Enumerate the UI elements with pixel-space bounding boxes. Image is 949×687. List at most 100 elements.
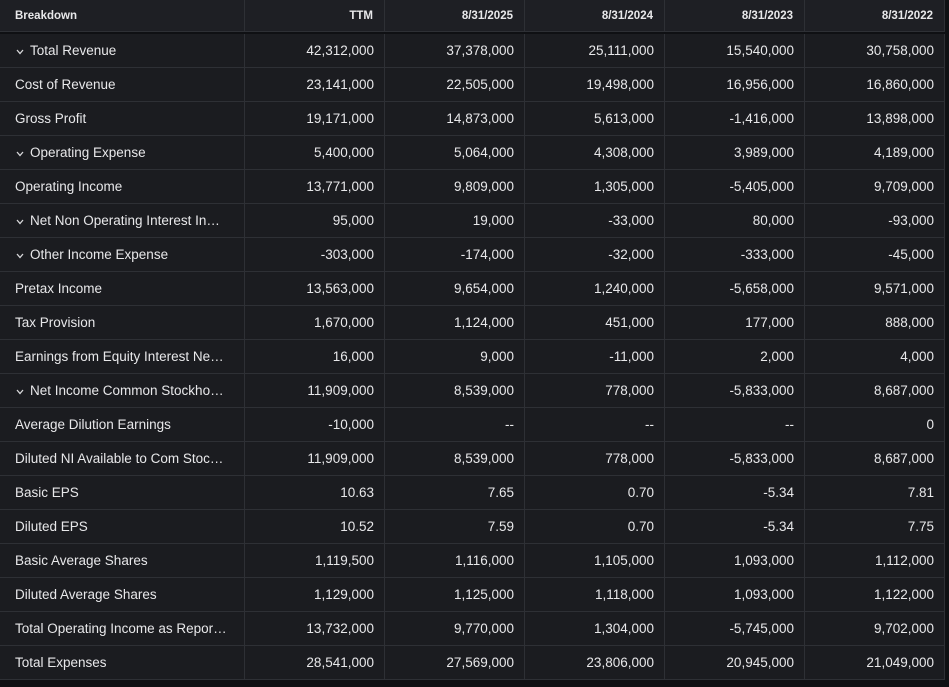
value-cell: 9,702,000 <box>805 612 945 646</box>
value-cell: 9,571,000 <box>805 272 945 306</box>
value-cell: 1,305,000 <box>525 170 665 204</box>
row-label-text: Cost of Revenue <box>15 77 116 92</box>
value-cell-text: 3,989,000 <box>733 145 794 160</box>
value-cell: 1,122,000 <box>805 578 945 612</box>
row-label: Total Expenses <box>0 646 245 680</box>
value-cell-text: 28,541,000 <box>306 655 374 670</box>
value-cell-text: 1,093,000 <box>733 587 794 602</box>
value-cell-text: 1,118,000 <box>594 587 654 602</box>
value-cell-text: -174,000 <box>460 247 514 262</box>
row-label-text: Basic EPS <box>15 485 79 500</box>
value-cell-text: 4,308,000 <box>593 145 654 160</box>
column-header-text: 8/31/2023 <box>741 9 793 22</box>
expand-chevron[interactable] <box>16 253 24 260</box>
value-cell: 1,105,000 <box>525 544 665 578</box>
value-cell-text: 11,909,000 <box>307 383 374 398</box>
value-cell-text: -- <box>505 417 514 432</box>
value-cell: -5.34 <box>665 476 805 510</box>
value-cell-text: 25,111,000 <box>588 43 654 58</box>
row-label-text: Average Dilution Earnings <box>15 417 171 432</box>
value-cell: 451,000 <box>525 306 665 340</box>
value-cell-text: 13,771,000 <box>306 179 374 194</box>
row-label-text: Diluted Average Shares <box>15 587 157 602</box>
value-cell-text: 9,709,000 <box>873 179 934 194</box>
value-cell: -93,000 <box>805 204 945 238</box>
value-cell: 23,141,000 <box>245 68 385 102</box>
expand-chevron[interactable] <box>16 219 24 226</box>
value-cell: 7.75 <box>805 510 945 544</box>
value-cell: -5,658,000 <box>665 272 805 306</box>
value-cell-text: 9,702,000 <box>873 621 934 636</box>
value-cell-text: 1,670,000 <box>313 315 374 330</box>
value-cell: 19,000 <box>385 204 525 238</box>
value-cell-text: 4,000 <box>900 349 934 364</box>
row-label[interactable]: Total Revenue <box>0 34 245 68</box>
value-cell-text: 7.75 <box>907 519 934 534</box>
value-cell-text: 9,571,000 <box>873 281 934 296</box>
value-cell-text: 30,758,000 <box>866 43 934 58</box>
value-cell-text: -33,000 <box>608 213 654 228</box>
value-cell-text: 37,378,000 <box>446 43 514 58</box>
value-cell: 8,687,000 <box>805 442 945 476</box>
row-label-text: Operating Income <box>15 179 123 194</box>
row-label[interactable]: Other Income Expense <box>0 238 245 272</box>
value-cell-text: 177,000 <box>745 315 794 330</box>
value-cell-text: 20,945,000 <box>726 655 794 670</box>
value-cell: 778,000 <box>525 442 665 476</box>
row-label-text: Other Income Expense <box>30 247 169 262</box>
value-cell: 27,569,000 <box>385 646 525 680</box>
row-label-text: Diluted NI Available to Com Stoc… <box>15 451 224 466</box>
value-cell-text: 5,400,000 <box>313 145 374 160</box>
value-cell-text: 19,498,000 <box>586 77 654 92</box>
row-label-text: Net Non Operating Interest In… <box>30 213 220 228</box>
value-cell-text: -5.34 <box>763 485 794 500</box>
value-cell-text: 16,956,000 <box>726 77 794 92</box>
row-label[interactable]: Operating Expense <box>0 136 245 170</box>
value-cell: 7.81 <box>805 476 945 510</box>
row-label-text: Total Revenue <box>30 43 117 58</box>
row-label[interactable]: Net Non Operating Interest In… <box>0 204 245 238</box>
value-cell-text: -5.34 <box>763 519 794 534</box>
value-cell: -1,416,000 <box>665 102 805 136</box>
value-cell-text: 888,000 <box>885 315 934 330</box>
expand-chevron[interactable] <box>16 389 24 396</box>
value-cell: 16,860,000 <box>805 68 945 102</box>
value-cell: -- <box>665 408 805 442</box>
value-cell-text: -1,416,000 <box>729 111 794 126</box>
row-label-text: Operating Expense <box>30 145 146 160</box>
value-cell: 9,000 <box>385 340 525 374</box>
value-cell-text: 23,806,000 <box>586 655 654 670</box>
value-cell: 5,064,000 <box>385 136 525 170</box>
value-cell-text: 8,539,000 <box>453 451 514 466</box>
value-cell: 11,909,000 <box>245 442 385 476</box>
value-cell-text: 13,898,000 <box>866 111 934 126</box>
value-cell-text: 8,539,000 <box>453 383 514 398</box>
value-cell: 778,000 <box>525 374 665 408</box>
value-cell: 13,898,000 <box>805 102 945 136</box>
expand-chevron[interactable] <box>16 49 24 56</box>
row-label[interactable]: Net Income Common Stockho… <box>0 374 245 408</box>
value-cell: 23,806,000 <box>525 646 665 680</box>
value-cell: 22,505,000 <box>385 68 525 102</box>
value-cell-text: -- <box>645 417 654 432</box>
value-cell-text: 9,000 <box>480 349 514 364</box>
row-label: Total Operating Income as Repor… <box>0 612 245 646</box>
value-cell: -174,000 <box>385 238 525 272</box>
value-cell: 15,540,000 <box>665 34 805 68</box>
value-cell: -5,833,000 <box>665 442 805 476</box>
value-cell-text: -5,658,000 <box>729 281 794 296</box>
row-label: Basic Average Shares <box>0 544 245 578</box>
value-cell-text: 1,240,000 <box>593 281 654 296</box>
value-cell-text: 1,129,000 <box>313 587 374 602</box>
row-label-text: Diluted EPS <box>15 519 88 534</box>
value-cell: 9,770,000 <box>385 612 525 646</box>
value-cell: 1,240,000 <box>525 272 665 306</box>
value-cell: 7.65 <box>385 476 525 510</box>
column-header: 8/31/2023 <box>665 0 805 32</box>
value-cell-text: 80,000 <box>752 213 794 228</box>
value-cell: 13,563,000 <box>245 272 385 306</box>
expand-chevron[interactable] <box>16 151 24 158</box>
value-cell-text: -5,745,000 <box>729 621 794 636</box>
column-header: 8/31/2025 <box>385 0 525 32</box>
value-cell: 25,111,000 <box>525 34 665 68</box>
